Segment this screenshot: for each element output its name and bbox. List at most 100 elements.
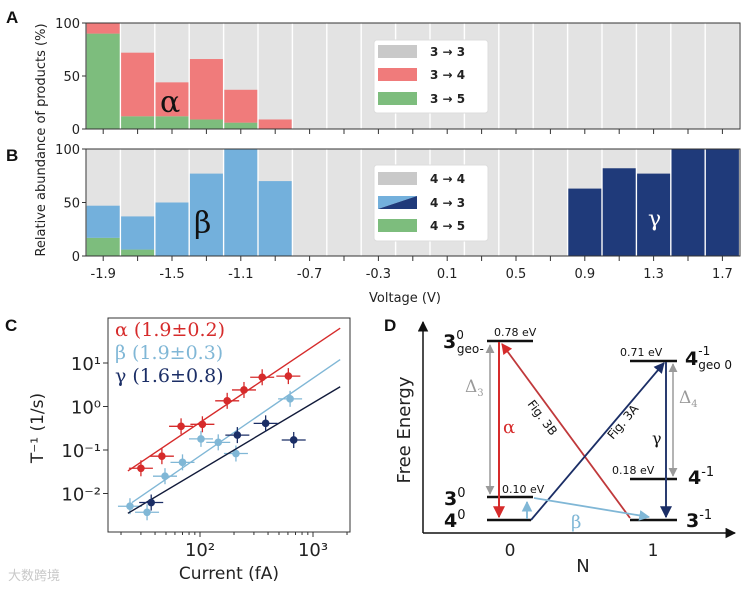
y-tick-label: 10¹ — [71, 354, 101, 375]
bar-3-to-4 — [189, 59, 223, 120]
bar-4-to-3 — [86, 205, 120, 238]
delta4-label: Δ4 — [679, 388, 698, 410]
beta-arrow — [533, 497, 651, 521]
delta3-label: Δ3 — [465, 377, 484, 399]
bar-3-to-4 — [224, 89, 258, 123]
panel-label-a: A — [6, 8, 18, 27]
y-axis-label-c: T⁻¹ (1/s) — [28, 393, 48, 464]
bar-3-to-4 — [86, 23, 120, 34]
legend-label: 4 → 3 — [430, 196, 465, 210]
bar-4-to-3 — [121, 216, 155, 250]
alpha-label: α — [503, 417, 515, 438]
gamma-label: γ — [652, 429, 662, 448]
bar-4-to-3 — [568, 188, 602, 256]
legend-beta: β (1.9±0.3) — [115, 342, 223, 364]
x-tick-label: 10² — [185, 540, 215, 561]
data-point-beta — [178, 458, 187, 467]
bar-4-to-3 — [189, 173, 223, 256]
state-label-3-0: 30 — [444, 486, 466, 510]
data-point-alpha — [158, 452, 166, 461]
legend-label: 3 → 3 — [430, 45, 465, 59]
y-tick-label: 100 — [55, 143, 80, 158]
legend-b: 4 → 4 4 → 3 4 → 5 — [373, 164, 489, 242]
fig3a-arrow — [530, 362, 665, 521]
bar-remainder — [258, 23, 292, 129]
bar-4-to-3 — [155, 202, 189, 256]
bar-remainder — [705, 23, 739, 129]
x-tick-label: -1.9 — [91, 267, 116, 282]
state-label-4-0: 40 — [444, 508, 466, 532]
y-tick-label: 10⁻¹ — [61, 441, 101, 462]
x-tick-label: 0.1 — [437, 267, 458, 282]
state-label-3-minus1: 3-1 — [686, 508, 712, 532]
bar-remainder — [327, 149, 361, 256]
bar-4-to-3 — [637, 173, 671, 256]
bar-3-to-5 — [155, 116, 189, 129]
legend-a: 3 → 3 3 → 4 3 → 5 — [373, 39, 489, 114]
y-axis-label-d: Free Energy — [394, 376, 415, 483]
y-axis-label-ab: Relative abundance of products (%) — [34, 23, 49, 256]
data-point-beta — [143, 508, 151, 517]
fig3b-label: Fig. 3B — [525, 397, 561, 438]
x-tick-label: -1.5 — [159, 267, 184, 282]
x-tick-label: -0.7 — [297, 267, 322, 282]
state-label-3-geo: 30 geo- — [443, 328, 484, 356]
data-point-alpha — [137, 464, 145, 473]
legend-swatch-grey — [378, 172, 417, 185]
x-tick-label: -0.3 — [366, 267, 391, 282]
bar-3-to-5 — [224, 122, 258, 129]
bar-remainder — [637, 23, 671, 129]
panel-d-diagram: Free Energy N 0 1 0.78 eV 0.10 eV 0.71 e… — [394, 320, 737, 577]
data-point-beta — [161, 472, 169, 480]
alpha-annotation: α — [160, 85, 180, 120]
energy-label: 0.18 eV — [612, 464, 655, 477]
y-tick-label: 0 — [72, 123, 80, 138]
bar-remainder — [327, 23, 361, 129]
data-point-alpha — [198, 420, 207, 429]
x-tick-label: 10³ — [298, 540, 328, 561]
bar-3-to-4 — [121, 52, 155, 117]
y-tick-label: 100 — [55, 17, 80, 32]
state-label-4-minus1: 4-1 — [688, 465, 714, 489]
panel-c-chart: 10² 10³ 10¹ 10⁰ 10⁻¹ 10⁻² — [61, 317, 351, 561]
legend-gamma: γ (1.6±0.8) — [115, 365, 224, 387]
legend-label: 4 → 4 — [430, 172, 465, 186]
panel-label-d: D — [384, 316, 396, 335]
panel-label-b: B — [6, 146, 18, 165]
x-axis-label-d: N — [576, 556, 589, 577]
data-point-alpha — [223, 397, 231, 405]
data-point-alpha — [284, 372, 293, 380]
x-tick-label: 1 — [648, 541, 659, 561]
bar-4-to-3 — [705, 149, 739, 256]
x-tick-label: -1.1 — [228, 267, 253, 282]
legend-label: 3 → 4 — [430, 68, 465, 82]
data-point-alpha — [240, 386, 248, 394]
fig3b-arrow — [501, 343, 631, 519]
legend-swatch-navy — [378, 196, 417, 209]
fig3a-label: Fig. 3A — [605, 401, 642, 442]
bar-4-to-5 — [121, 249, 155, 256]
data-point-beta — [197, 435, 205, 443]
data-point-beta — [286, 395, 294, 403]
bar-3-to-4 — [258, 119, 292, 129]
x-tick-label: 0.9 — [574, 267, 595, 282]
y-tick-label: 10⁻² — [61, 485, 101, 506]
bar-4-to-3 — [224, 149, 258, 256]
state-label-4-geo: 4-1 geo 0 — [685, 344, 732, 372]
x-tick-label: 1.7 — [712, 267, 733, 282]
energy-label: 0.78 eV — [494, 326, 537, 339]
bar-3-to-4 — [155, 82, 189, 117]
bar-4-to-5 — [86, 237, 120, 256]
energy-label: 0.10 eV — [502, 483, 545, 496]
bar-3-to-5 — [189, 119, 223, 129]
legend-swatch-grey — [378, 45, 417, 58]
y-tick-label: 0 — [72, 250, 80, 265]
bar-remainder — [293, 23, 327, 129]
bar-remainder — [499, 149, 533, 256]
x-axis-label-ab: Voltage (V) — [369, 291, 441, 306]
data-point-alpha — [177, 422, 185, 431]
legend-label: 3 → 5 — [430, 92, 465, 106]
data-point-beta — [126, 502, 134, 511]
bar-remainder — [293, 149, 327, 256]
